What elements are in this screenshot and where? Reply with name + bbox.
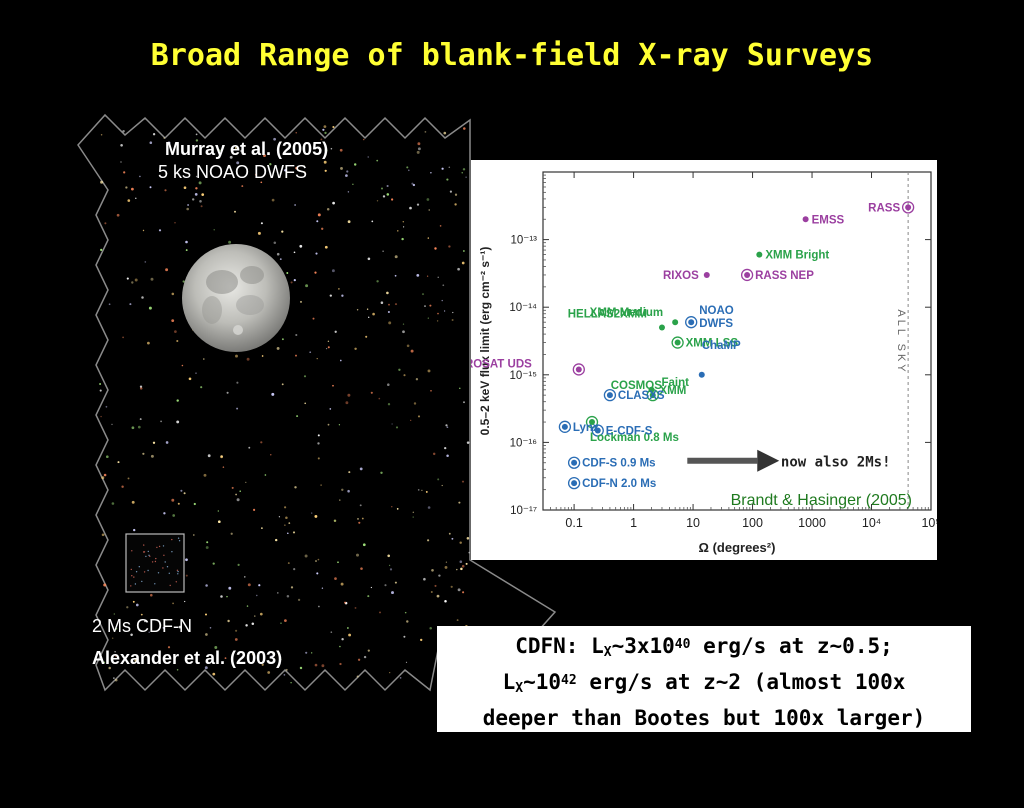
arrow-shaft — [687, 457, 758, 464]
y-tick-label: 10⁻¹⁶ — [510, 437, 538, 449]
cdfn-luminosity-note: CDFN: LX~3x1040 erg/s at z~0.5; LX~1042 … — [437, 626, 971, 732]
survey-point-ring — [567, 456, 581, 469]
chart-credit: Brandt & Hasinger (2005) — [731, 492, 912, 509]
survey-point — [606, 392, 613, 399]
y-axis-label: 0.5–2 keV flux limit (erg cm⁻² s⁻¹) — [478, 247, 492, 436]
note-line-3: deeper than Bootes but 100x larger) — [482, 706, 926, 730]
survey-point-ring — [685, 316, 698, 329]
survey-point — [756, 251, 763, 258]
note-line-1: CDFN: LX~3x1040 erg/s at z~0.5; — [437, 630, 971, 666]
x-tick-label: 1 — [630, 516, 637, 530]
survey-point-ring — [591, 424, 604, 437]
y-tick-label: 10⁻¹⁷ — [510, 505, 537, 517]
survey-label: DWFS — [699, 318, 733, 330]
survey-point — [561, 423, 568, 430]
note-text: L — [502, 670, 516, 694]
survey-outline — [77, 113, 557, 692]
survey-label: CDF-S 0.9 Ms — [582, 458, 656, 470]
survey-point — [698, 371, 705, 378]
x-tick-label: 10 — [686, 516, 700, 530]
arrow-annotation: now also 2Ms! — [781, 455, 891, 471]
noao-survey-label: 5 ks NOAO DWFS — [158, 162, 308, 182]
survey-point — [802, 216, 809, 223]
x-tick-label: 10⁵ — [921, 516, 937, 530]
y-tick-label: 10⁻¹⁴ — [509, 302, 537, 314]
y-tick-label: 10⁻¹³ — [510, 235, 537, 247]
x-tick-label: 100 — [742, 516, 763, 530]
x-tick-label: 1000 — [798, 516, 826, 530]
survey-point-ring — [572, 363, 585, 376]
survey-label: RASS — [868, 202, 900, 214]
survey-label: CLASXS — [618, 390, 665, 402]
survey-label: RIXOS — [663, 270, 699, 282]
survey-point — [688, 319, 695, 326]
cdfn-inset — [125, 533, 185, 593]
survey-label: EMSS — [812, 214, 845, 226]
murray-citation: Murray et al. (2005) — [165, 139, 329, 159]
survey-label: XMM — [659, 385, 686, 397]
alexander-citation: Alexander et al. (2003) — [92, 648, 283, 668]
x-axis-label: Ω (degrees²) — [699, 540, 776, 555]
moon-image — [182, 244, 290, 352]
flux-limit-chart: 0.1 1 10 100 1000 10⁴ 10⁵ 10⁻¹⁷ 10⁻¹⁶ 10⁻¹⁵ 10⁻¹⁴ 1… — [471, 160, 937, 560]
x-tick-label: 10⁴ — [862, 516, 881, 530]
survey-point-ring — [585, 415, 599, 429]
survey-point — [594, 427, 601, 434]
note-text: erg/s at z~2 (almost 100x — [576, 670, 906, 694]
star-dots — [99, 125, 471, 684]
survey-label: XMM Medium — [590, 307, 663, 319]
survey-label: NOAO — [699, 305, 734, 317]
survey-label: Faint — [661, 377, 689, 389]
note-text: erg/s at z~0.5; — [690, 634, 893, 658]
slide-title: Broad Range of blank-field X-ray Surveys — [150, 38, 874, 73]
survey-point — [649, 392, 656, 399]
survey-point-ring — [558, 420, 572, 433]
survey-point-ring — [567, 476, 581, 490]
survey-label: ROSAT UDS — [471, 358, 532, 370]
survey-label: ChaMP — [702, 340, 741, 352]
note-text: ~10 — [523, 670, 562, 694]
note-subscript: X — [515, 681, 524, 696]
note-text: ~3x10 — [611, 634, 675, 658]
note-text: CDFN: L — [515, 634, 604, 658]
survey-point-ring — [740, 268, 754, 282]
survey-point-ring — [646, 388, 659, 402]
survey-point — [658, 324, 665, 331]
survey-point — [589, 419, 596, 426]
arrow-head — [757, 449, 780, 472]
survey-point — [674, 339, 681, 346]
survey-point — [575, 366, 582, 373]
survey-point — [672, 319, 679, 326]
note-subscript: X — [603, 645, 612, 660]
y-tick-label: 10⁻¹⁵ — [510, 370, 538, 382]
survey-point — [703, 271, 710, 278]
note-line-2: LX~1042 erg/s at z~2 (almost 100x — [437, 666, 971, 702]
survey-label: CDF-N 2.0 Ms — [582, 478, 656, 490]
survey-label: HELLAS2XMM — [568, 309, 647, 321]
survey-point-ring — [671, 336, 684, 349]
survey-point — [905, 204, 912, 211]
survey-label: COSMOS — [611, 380, 662, 392]
survey-point — [571, 480, 578, 487]
x-tick-label: 0.1 — [565, 516, 582, 530]
survey-label: E-CDF-S — [606, 425, 653, 437]
chart-svg: 0.1 1 10 100 1000 10⁴ 10⁵ 10⁻¹⁷ 10⁻¹⁶ 10⁻¹⁵ 10⁻¹⁴ 1… — [471, 171, 937, 555]
survey-point-ring — [901, 201, 915, 214]
survey-point-ring — [603, 388, 617, 402]
survey-label: RASS NEP — [755, 270, 814, 282]
survey-label: XMM Bright — [765, 250, 829, 262]
note-superscript: 42 — [561, 673, 577, 688]
survey-label: Lockman 0.8 Ms — [590, 432, 679, 444]
survey-label: Lynx — [573, 422, 600, 434]
cdfn-survey-label: 2 Ms CDF-N — [92, 616, 192, 636]
plot-frame — [542, 171, 932, 511]
all-sky-label: ALL SKY — [895, 309, 907, 374]
survey-point — [571, 459, 578, 466]
survey-label: XMM LSS — [686, 338, 739, 350]
note-superscript: 40 — [674, 637, 691, 652]
survey-point — [744, 271, 751, 278]
